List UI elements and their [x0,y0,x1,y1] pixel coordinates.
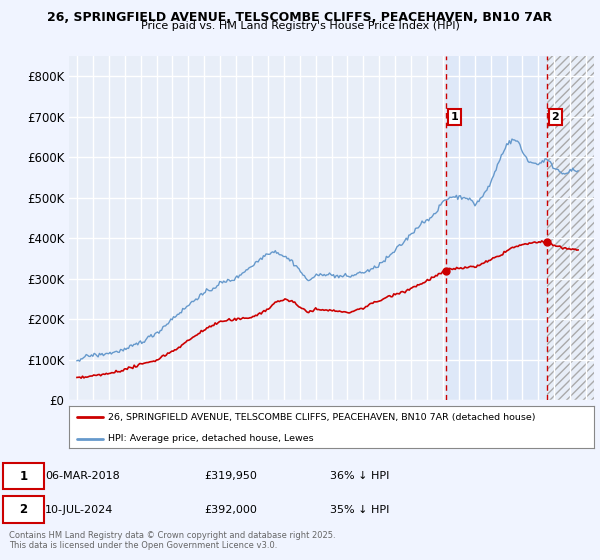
Text: 26, SPRINGFIELD AVENUE, TELSCOMBE CLIFFS, PEACEHAVEN, BN10 7AR (detached house): 26, SPRINGFIELD AVENUE, TELSCOMBE CLIFFS… [109,413,536,422]
Text: 35% ↓ HPI: 35% ↓ HPI [330,505,389,515]
FancyBboxPatch shape [3,463,44,489]
Text: HPI: Average price, detached house, Lewes: HPI: Average price, detached house, Lewe… [109,434,314,444]
Text: £319,950: £319,950 [204,471,257,481]
FancyBboxPatch shape [3,496,44,523]
Text: 2: 2 [19,503,28,516]
Text: 26, SPRINGFIELD AVENUE, TELSCOMBE CLIFFS, PEACEHAVEN, BN10 7AR: 26, SPRINGFIELD AVENUE, TELSCOMBE CLIFFS… [47,11,553,24]
Bar [547,56,594,400]
Text: 06-MAR-2018: 06-MAR-2018 [45,471,120,481]
Text: 2: 2 [551,112,559,122]
Text: 36% ↓ HPI: 36% ↓ HPI [330,471,389,481]
Text: 1: 1 [451,112,458,122]
Bar [547,56,594,400]
Text: £392,000: £392,000 [204,505,257,515]
Text: Price paid vs. HM Land Registry's House Price Index (HPI): Price paid vs. HM Land Registry's House … [140,21,460,31]
Text: Contains HM Land Registry data © Crown copyright and database right 2025.
This d: Contains HM Land Registry data © Crown c… [9,531,335,550]
Text: 10-JUL-2024: 10-JUL-2024 [45,505,113,515]
Text: 1: 1 [19,469,28,483]
Bar [547,56,594,400]
Bar [446,56,547,400]
